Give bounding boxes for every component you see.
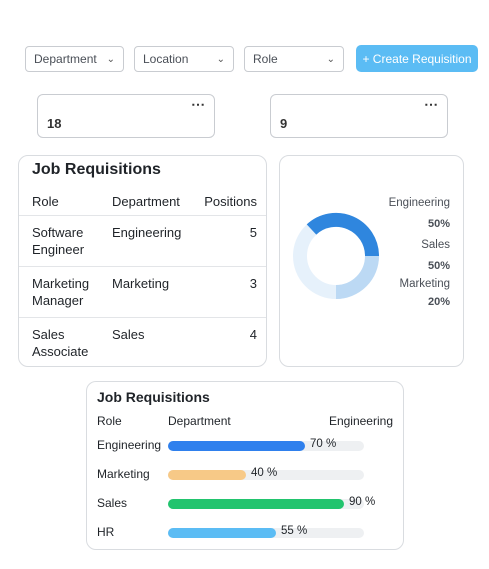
cell-role: Marketing Manager: [32, 276, 90, 308]
job-requisitions-bar-card: Job Requisitions Role Department Enginee…: [86, 381, 404, 550]
stat-value: 18: [47, 116, 62, 131]
more-options-icon[interactable]: ⋯: [191, 96, 206, 112]
card-title: Job Requisitions: [97, 389, 210, 405]
job-requisitions-table-card: Job Requisitions Role Department Positio…: [18, 155, 267, 367]
column-header-positions: Positions: [204, 194, 257, 209]
cell-department: Marketing: [112, 276, 170, 291]
stat-card: ⋯ 9: [270, 94, 448, 138]
legend-name: Engineering: [388, 197, 450, 209]
legend-value: 50%: [427, 260, 450, 272]
bar-label: Sales: [97, 496, 128, 510]
donut-segment-engineering: [306, 212, 380, 257]
progress-fill: [168, 499, 344, 509]
location-select-label: Location: [143, 52, 189, 66]
legend-value: 50%: [427, 218, 450, 230]
location-select[interactable]: Location ⌄: [134, 46, 234, 72]
cell-department: Sales: [112, 327, 145, 342]
progress-track: [168, 499, 364, 509]
column-header-role: Role: [97, 414, 122, 428]
column-header-engineering: Engineering: [328, 414, 393, 428]
role-select[interactable]: Role ⌄: [244, 46, 344, 72]
column-header-department: Department: [112, 194, 180, 209]
table-row[interactable]: Marketing Manager Marketing 3: [19, 266, 266, 317]
progress-fill: [168, 528, 276, 538]
column-header-role: Role: [32, 194, 59, 209]
more-options-icon[interactable]: ⋯: [424, 96, 439, 112]
legend-value: 20%: [427, 296, 450, 308]
legend-name: Marketing: [399, 278, 451, 290]
chevron-down-icon: ⌄: [326, 53, 335, 65]
bar-label: Engineering: [97, 438, 162, 452]
role-select-label: Role: [253, 52, 278, 66]
progress-track: [168, 441, 364, 451]
cell-role: Sales Associate: [32, 327, 89, 359]
cell-department: Engineering: [112, 225, 182, 240]
department-select[interactable]: Department ⌄: [25, 46, 124, 72]
progress-fill: [168, 441, 305, 451]
cell-role: Software Engineer: [32, 225, 85, 257]
bar-percent: 70 %: [310, 438, 337, 450]
donut-chart: [293, 212, 380, 299]
column-header-department: Department: [168, 414, 231, 428]
cell-positions: 3: [249, 276, 257, 291]
chevron-down-icon: ⌄: [216, 53, 225, 65]
progress-track: [168, 528, 364, 538]
stat-card: ⋯ 18: [37, 94, 215, 138]
cell-positions: 4: [249, 327, 257, 342]
bar-label: HR: [97, 525, 115, 539]
legend-name: Sales: [421, 239, 450, 251]
stat-value: 9: [280, 116, 288, 131]
create-requisition-button[interactable]: + Create Requisition: [356, 45, 478, 72]
progress-fill: [168, 470, 246, 480]
progress-track: [168, 470, 364, 480]
bar-percent: 90 %: [349, 496, 376, 508]
department-donut-card: Engineering 50% Sales 50% Marketing 20%: [279, 155, 464, 367]
table-row[interactable]: Sales Associate Sales 4: [19, 317, 266, 367]
bar-label: Marketing: [97, 467, 150, 481]
table-row[interactable]: Software Engineer Engineering 5: [19, 215, 266, 266]
donut-segment-sales: [335, 255, 379, 299]
bar-percent: 55 %: [281, 525, 308, 537]
bar-percent: 40 %: [251, 467, 278, 479]
cell-positions: 5: [249, 225, 257, 240]
department-select-label: Department: [34, 52, 97, 66]
card-title: Job Requisitions: [32, 161, 161, 178]
chevron-down-icon: ⌄: [106, 53, 115, 65]
